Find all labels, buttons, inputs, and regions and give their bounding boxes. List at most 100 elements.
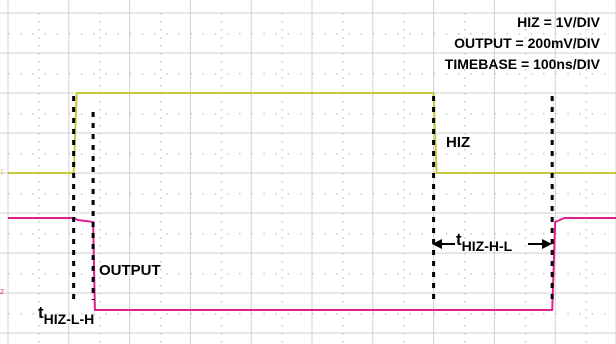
grid-dot — [281, 325, 284, 327]
grid-dot — [220, 253, 223, 255]
grid-dot — [555, 153, 557, 155]
grid-dot — [281, 269, 284, 271]
grid-dot — [129, 273, 132, 275]
grid-dot — [336, 33, 338, 35]
grid-dot — [506, 313, 509, 315]
grid-dot — [555, 73, 557, 75]
grid-dot — [105, 233, 107, 235]
grid-dot — [220, 125, 223, 127]
grid-dot — [464, 13, 466, 15]
grid-dot — [99, 125, 101, 127]
grid-dot — [220, 245, 223, 247]
grid-dot — [190, 153, 192, 155]
grid-dot — [585, 125, 588, 127]
grid-dot — [220, 301, 223, 303]
grid-dot — [579, 73, 582, 75]
grid-dot — [342, 141, 344, 143]
grid-dot — [464, 85, 466, 87]
timing-markers — [72, 96, 554, 300]
grid-dot — [32, 313, 34, 315]
grid-dot — [342, 341, 344, 343]
grid-dot — [20, 153, 22, 155]
grid-dot — [342, 261, 344, 263]
grid-dot — [372, 273, 375, 275]
grid-dot — [281, 213, 284, 215]
grid-dot — [543, 73, 545, 75]
grid-dot — [457, 73, 460, 75]
grid-dot — [166, 113, 168, 115]
grid-dot — [32, 33, 34, 35]
grid-dot — [160, 21, 162, 23]
grid-dot — [287, 313, 290, 315]
grid-dot — [226, 233, 229, 235]
grid-dot — [591, 193, 594, 195]
grid-dot — [281, 189, 284, 191]
grid-dot — [464, 189, 466, 191]
grid-dot — [342, 293, 344, 295]
grid-dot — [281, 293, 284, 295]
grid-dot — [464, 269, 466, 271]
grid-dot — [524, 317, 527, 319]
grid-dot — [178, 33, 180, 35]
grid-dot — [281, 317, 284, 319]
grid-dot — [567, 153, 569, 155]
grid-dot — [585, 197, 588, 199]
grid-dot — [585, 333, 588, 335]
grid-dot — [372, 153, 375, 155]
grid-dot — [99, 61, 101, 63]
grid-dot — [342, 221, 344, 223]
grid-dot — [160, 269, 162, 271]
grid-dot — [214, 233, 217, 235]
grid-dot — [585, 229, 588, 231]
grid-dot — [403, 157, 405, 159]
channel-2-marker: 2 — [0, 289, 4, 296]
grid-dot — [585, 301, 588, 303]
grid-dot — [38, 133, 40, 135]
grid-dot — [166, 33, 168, 35]
grid-dot — [433, 313, 436, 315]
grid-dot — [312, 193, 314, 195]
grid-dot — [105, 313, 107, 315]
grid-dot — [220, 221, 223, 223]
grid-dot — [342, 77, 344, 79]
grid-dot — [38, 261, 40, 263]
grid-dot — [80, 73, 83, 75]
grid-dot — [220, 189, 223, 191]
grid-dot — [421, 33, 423, 35]
grid-dot — [239, 113, 241, 115]
grid-dot — [160, 317, 162, 319]
grid-dot — [251, 273, 253, 275]
grid-dot — [360, 73, 363, 75]
grid-dot — [281, 29, 284, 31]
grid-dot — [160, 13, 162, 15]
grid-dot — [464, 325, 466, 327]
grid-dot — [99, 53, 101, 55]
grid-dot — [585, 109, 588, 111]
grid-dot — [342, 229, 344, 231]
grid-dot — [99, 117, 101, 119]
grid-dot — [166, 273, 168, 275]
grid-dot — [360, 33, 363, 35]
grid-dot — [482, 233, 484, 235]
grid-dot — [342, 197, 344, 199]
grid-dot — [518, 153, 521, 155]
grid-dot — [141, 193, 144, 195]
grid-dot — [585, 165, 588, 167]
grid-dot — [336, 113, 338, 115]
grid-dot — [220, 333, 223, 335]
grid-dot — [38, 45, 40, 47]
grid-dot — [178, 233, 180, 235]
grid-dot — [38, 317, 40, 319]
grid-dot — [93, 33, 95, 35]
grid-dot — [275, 233, 278, 235]
grid-dot — [470, 233, 472, 235]
grid-dot — [397, 313, 399, 315]
grid-dot — [524, 237, 527, 239]
grid-dot — [99, 317, 101, 319]
grid-dot — [494, 193, 496, 195]
grid-dot — [220, 165, 223, 167]
grid-dot — [403, 69, 405, 71]
grid-dot — [239, 33, 241, 35]
grid-dot — [324, 73, 326, 75]
grid-dot — [457, 113, 460, 115]
